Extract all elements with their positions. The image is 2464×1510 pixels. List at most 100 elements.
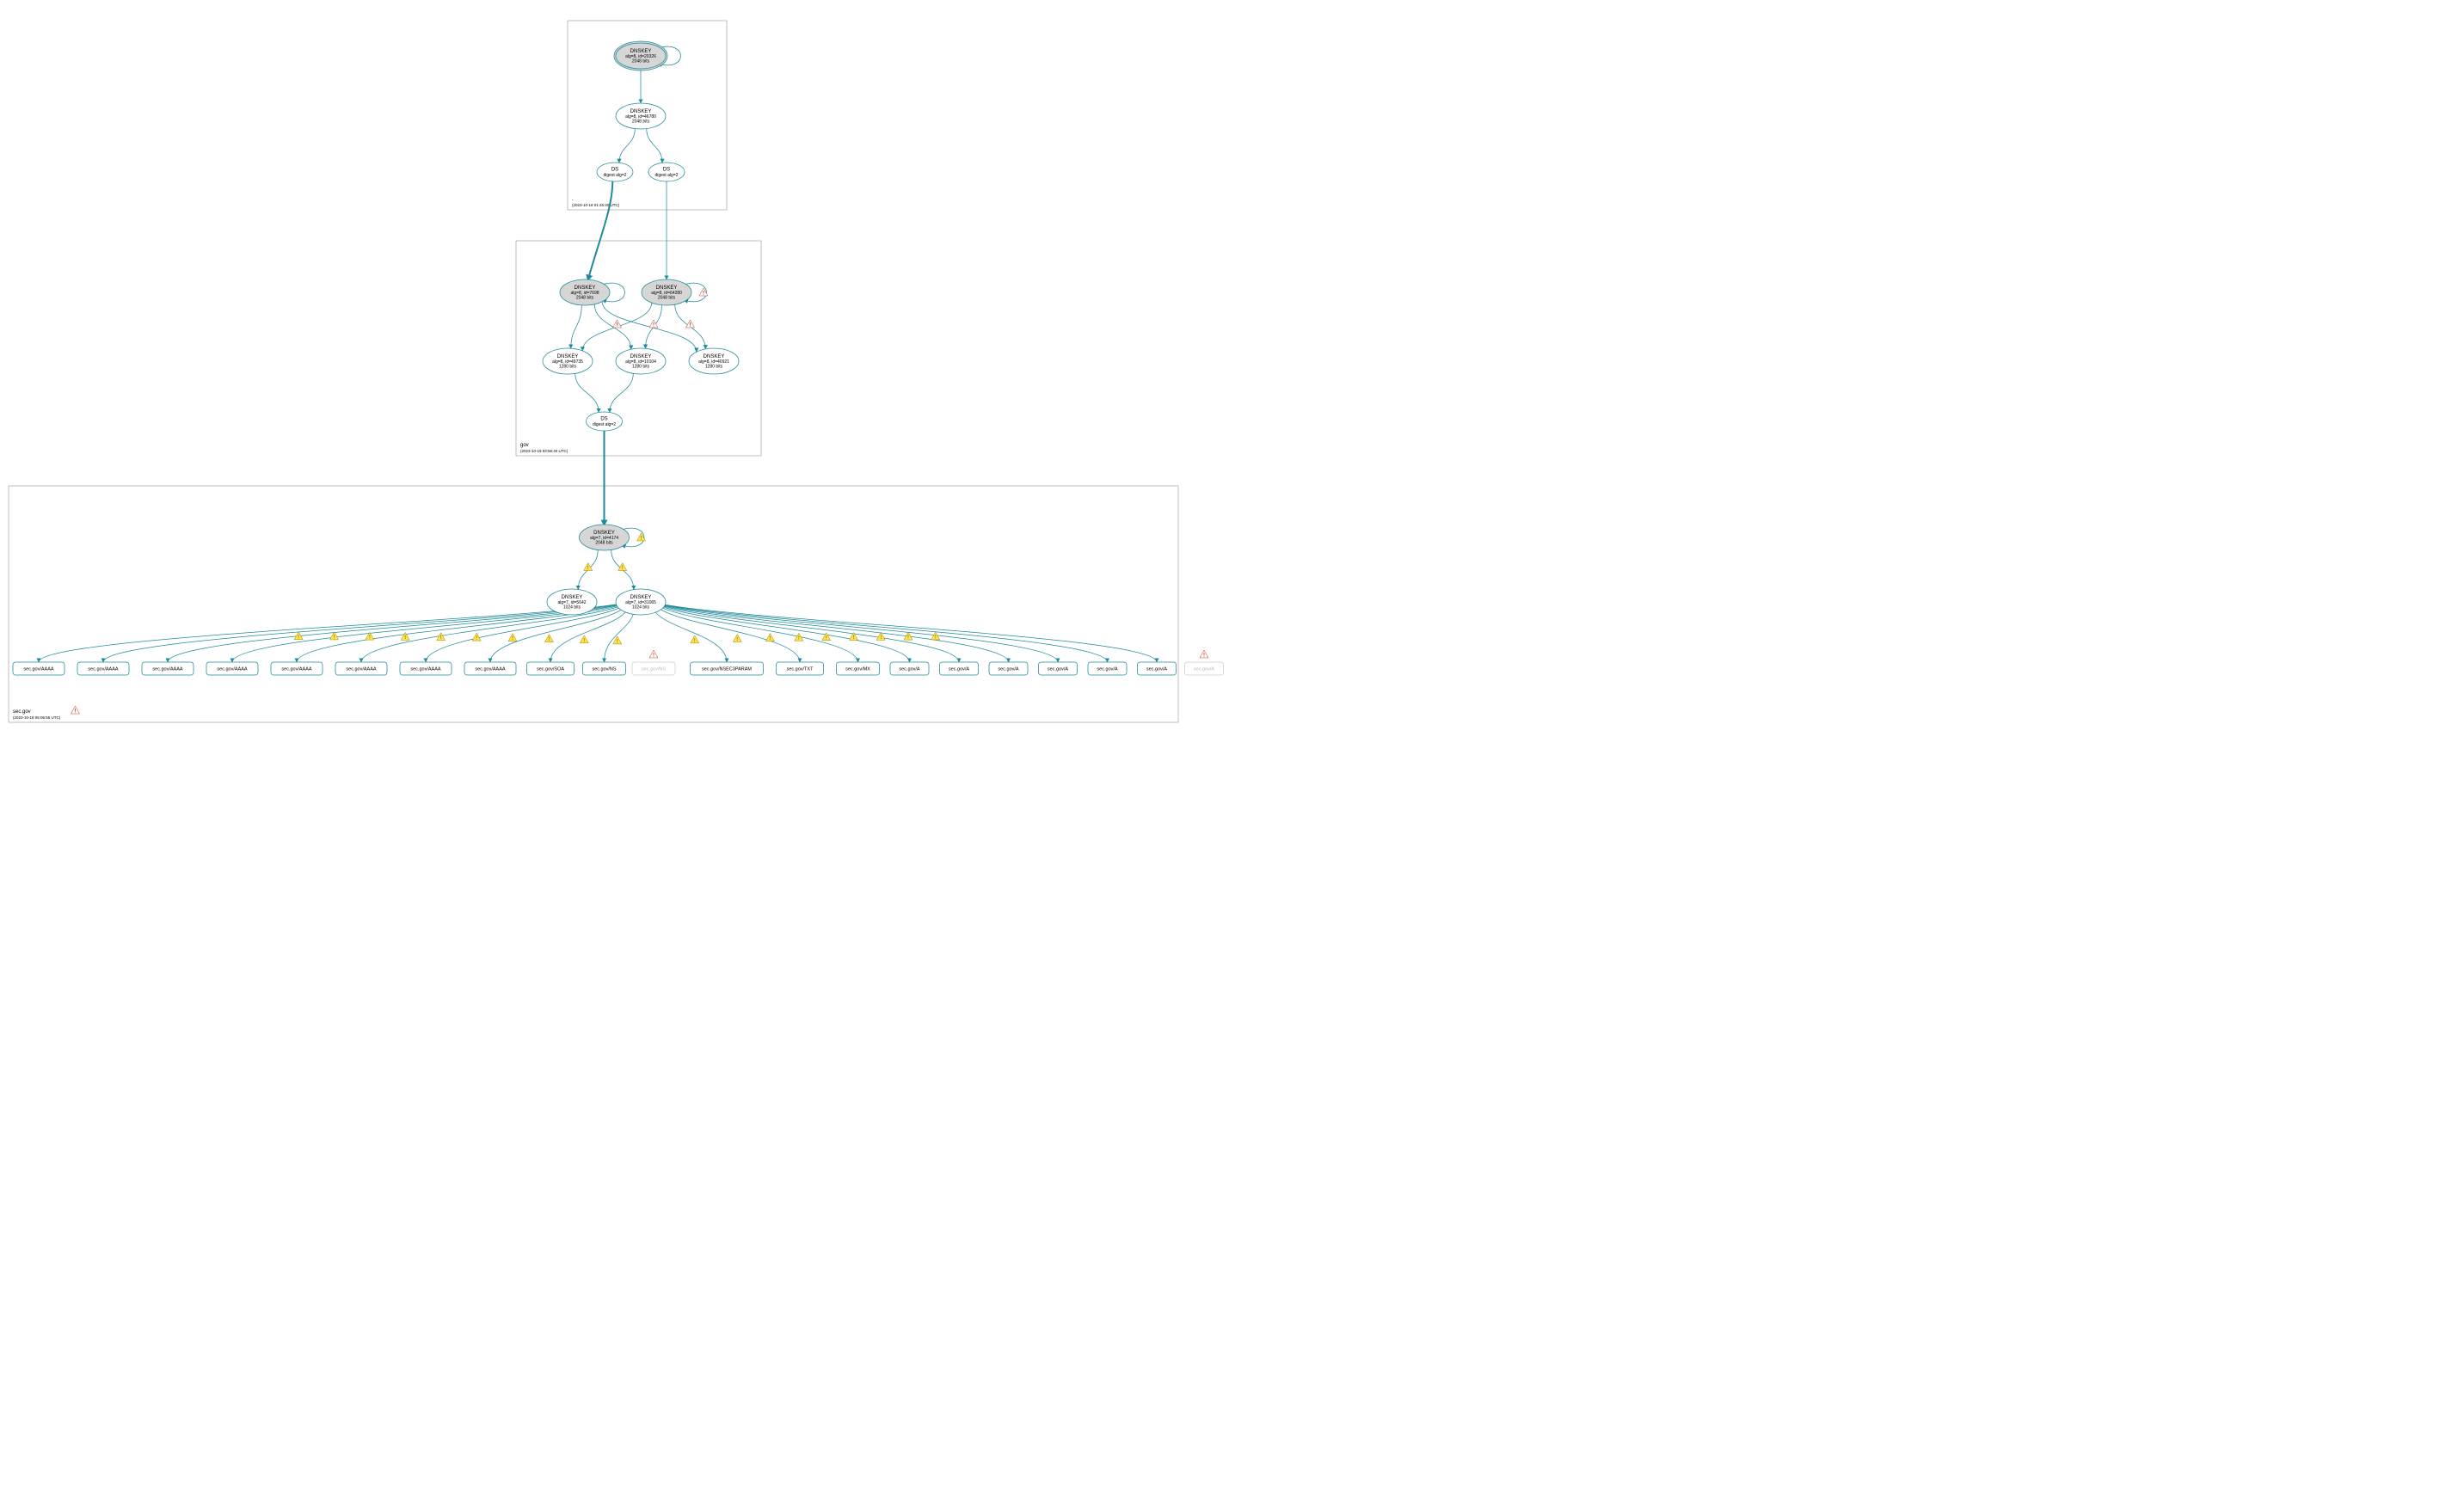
node-root_zsk[interactable]: DNSKEYalg=8, id=467802048 bits — [616, 103, 666, 129]
svg-text:!: ! — [404, 635, 406, 641]
svg-text:2048 bits: 2048 bits — [576, 296, 594, 301]
rr-box[interactable]: sec.gov/A — [940, 662, 979, 675]
svg-text:sec.gov/AAAA: sec.gov/AAAA — [475, 667, 505, 672]
svg-text:!: ! — [548, 637, 550, 642]
svg-text:sec.gov/AAAA: sec.gov/AAAA — [346, 667, 376, 672]
edge-rrsig — [664, 606, 959, 662]
node-gov_zsk3[interactable]: DNSKEYalg=8, id=409211280 bits — [689, 348, 739, 374]
node-gov_ksk1[interactable]: DNSKEYalg=8, id=76982048 bits — [560, 279, 610, 305]
svg-text:!: ! — [736, 637, 738, 642]
svg-text:!: ! — [907, 635, 909, 641]
svg-text:2048 bits: 2048 bits — [595, 541, 613, 546]
svg-text:!: ! — [617, 323, 618, 328]
rr-box[interactable]: sec.gov/A — [989, 662, 1028, 675]
svg-text:!: ! — [694, 638, 696, 643]
svg-text:sec.gov/A: sec.gov/A — [1146, 667, 1167, 672]
svg-text:!: ! — [622, 566, 624, 571]
rr-box[interactable]: sec.gov/SOA — [527, 662, 575, 675]
svg-text:sec.gov/NS: sec.gov/NS — [642, 667, 666, 672]
zone-label: sec.gov — [13, 709, 31, 715]
node-gov_zsk2[interactable]: DNSKEYalg=8, id=101041280 bits — [616, 348, 666, 374]
svg-text:sec.gov/A: sec.gov/A — [1048, 667, 1068, 672]
warning-error-icon: ! — [613, 320, 622, 328]
svg-text:!: ! — [880, 635, 882, 641]
node-gov_ds[interactable]: DSdigest alg=2 — [587, 412, 623, 431]
rr-box[interactable]: sec.gov/AAAA — [271, 662, 323, 675]
node-sec_ksk[interactable]: DNSKEYalg=7, id=41742048 bits — [580, 525, 630, 550]
rr-box[interactable]: sec.gov/A — [1138, 662, 1177, 675]
svg-text:!: ! — [703, 292, 704, 297]
rr-box[interactable]: sec.gov/MX — [837, 662, 880, 675]
edges — [39, 46, 1157, 662]
svg-text:1280 bits: 1280 bits — [559, 365, 577, 370]
svg-text:!: ! — [75, 709, 77, 715]
svg-text:!: ! — [690, 323, 691, 328]
svg-text:DNSKEY: DNSKEY — [656, 285, 678, 291]
svg-text:!: ! — [512, 636, 513, 641]
warning-icon: ! — [765, 634, 774, 642]
svg-text:!: ! — [369, 635, 371, 641]
svg-text:sec.gov/AAAA: sec.gov/AAAA — [88, 667, 118, 672]
rr-box[interactable]: sec.gov/A — [1039, 662, 1078, 675]
rr-box[interactable]: sec.gov/NS — [583, 662, 626, 675]
svg-text:2048 bits: 2048 bits — [632, 120, 650, 125]
svg-text:DS: DS — [611, 168, 618, 173]
rr-box[interactable]: sec.gov/AAAA — [77, 662, 129, 675]
svg-text:sec.gov/A: sec.gov/A — [1097, 667, 1117, 672]
rr-box[interactable]: sec.gov/AAAA — [142, 662, 194, 675]
zone-label: gov — [520, 443, 529, 448]
edge — [647, 129, 662, 163]
rr-box[interactable]: sec.gov/AAAA — [13, 662, 65, 675]
warning-icon: ! — [508, 634, 517, 642]
zone-label: . — [572, 197, 574, 202]
svg-text:digest alg=2: digest alg=2 — [654, 173, 678, 178]
svg-text:sec.gov/AAAA: sec.gov/AAAA — [152, 667, 182, 672]
svg-text:DNSKEY: DNSKEY — [630, 354, 652, 359]
svg-text:!: ! — [853, 635, 855, 641]
svg-text:2048 bits: 2048 bits — [632, 59, 650, 64]
warning-error-icon: ! — [686, 320, 695, 328]
svg-text:DS: DS — [663, 168, 670, 173]
edge — [610, 373, 633, 412]
svg-text:!: ! — [1203, 654, 1205, 659]
rr-box[interactable]: sec.gov/TXT — [777, 662, 824, 675]
svg-text:sec.gov/A: sec.gov/A — [998, 667, 1018, 672]
edge-rrsig — [655, 612, 727, 662]
rr-box[interactable]: sec.gov/AAAA — [400, 662, 452, 675]
rr-box[interactable]: sec.gov/AAAA — [335, 662, 387, 675]
svg-text:DNSKEY: DNSKEY — [630, 595, 652, 600]
svg-text:1280 bits: 1280 bits — [632, 365, 650, 370]
warning-icon: ! — [691, 635, 699, 644]
svg-text:1024 bits: 1024 bits — [563, 605, 581, 611]
svg-text:!: ! — [587, 566, 589, 571]
svg-text:2048 bits: 2048 bits — [658, 296, 676, 301]
node-sec_zsk1[interactable]: DNSKEYalg=7, id=56421024 bits — [547, 589, 597, 615]
node-gov_ksk2[interactable]: DNSKEYalg=8, id=642802048 bits — [642, 279, 691, 305]
svg-text:!: ! — [826, 635, 827, 641]
svg-text:sec.gov/AAAA: sec.gov/AAAA — [217, 667, 247, 672]
svg-text:DNSKEY: DNSKEY — [562, 595, 583, 600]
edge — [571, 305, 582, 348]
svg-text:!: ! — [653, 654, 654, 659]
rr-box[interactable]: sec.gov/A — [890, 662, 929, 675]
rr-box[interactable]: sec.gov/A — [1185, 662, 1224, 675]
svg-text:sec.gov/A: sec.gov/A — [949, 667, 969, 672]
warning-error-icon: ! — [1200, 650, 1208, 659]
warning-icon: ! — [472, 633, 481, 641]
warning-icon: ! — [931, 632, 940, 641]
rr-box[interactable]: sec.gov/NS — [632, 662, 675, 675]
node-root_ds1[interactable]: DSdigest alg=2 — [597, 163, 633, 181]
node-sec_zsk2[interactable]: DNSKEYalg=7, id=310651024 bits — [616, 589, 666, 615]
rr-box[interactable]: sec.gov/AAAA — [206, 662, 258, 675]
node-root_ds2[interactable]: DSdigest alg=2 — [648, 163, 685, 181]
edge-rrsig — [664, 607, 910, 662]
svg-text:digest alg=2: digest alg=2 — [593, 422, 616, 427]
svg-text:DNSKEY: DNSKEY — [593, 531, 615, 536]
node-gov_zsk1[interactable]: DNSKEYalg=8, id=497351280 bits — [543, 348, 593, 374]
svg-text:!: ! — [641, 537, 642, 542]
edge-rrsig — [665, 605, 1058, 662]
rr-box[interactable]: sec.gov/NSEC3PARAM — [691, 662, 764, 675]
rr-box[interactable]: sec.gov/A — [1088, 662, 1127, 675]
node-root_ksk[interactable]: DNSKEYalg=8, id=203262048 bits — [614, 41, 667, 71]
rr-box[interactable]: sec.gov/AAAA — [464, 662, 516, 675]
